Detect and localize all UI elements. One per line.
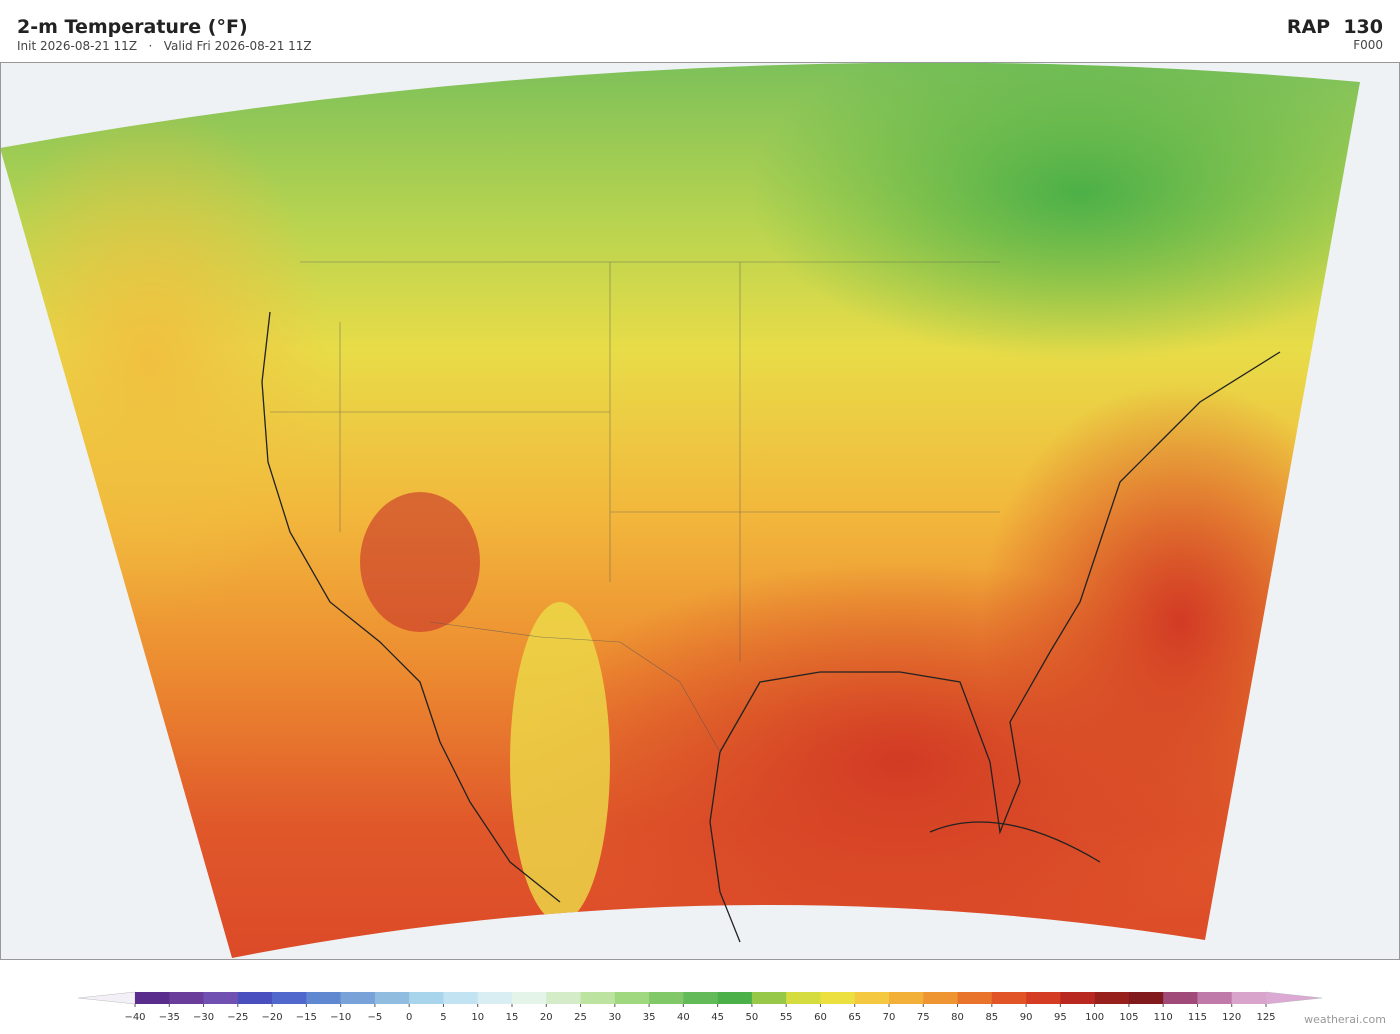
colorbar-tick-label: 30 — [608, 1012, 621, 1023]
colorbar-tick-label: −40 — [124, 1012, 145, 1023]
colorbar-swatch — [1060, 992, 1095, 1004]
colorbar-tick-label: −15 — [296, 1012, 317, 1023]
colorbar-tick-label: 95 — [1054, 1012, 1067, 1023]
colorbar-tick-label: 35 — [643, 1012, 656, 1023]
colorbar-tick-label: −35 — [159, 1012, 180, 1023]
colorbar-tick-label: 115 — [1188, 1012, 1207, 1023]
colorbar-swatch — [203, 992, 239, 1004]
colorbar-tick-label: 40 — [677, 1012, 690, 1023]
colorbar-swatch — [923, 992, 958, 1004]
colorbar-tick-label: −30 — [193, 1012, 214, 1023]
title: 2-m Temperature (°F) — [17, 16, 248, 38]
colorbar-tick-label: 50 — [746, 1012, 759, 1023]
colorbar-swatch — [649, 992, 684, 1004]
colorbar-over — [1265, 991, 1323, 1005]
colorbar-tick-label: 80 — [951, 1012, 964, 1023]
colorbar-tick-label: 60 — [814, 1012, 827, 1023]
colorbar: −40 −35 −30 −25 −20 −15 −10 −5 0 5 10 15 20 25 30 35 40 4… — [77, 991, 1323, 1023]
colorbar-tick-label: −25 — [227, 1012, 248, 1023]
colorbar-swatch — [786, 992, 821, 1004]
colorbar-tick-label: 15 — [506, 1012, 519, 1023]
colorbar-swatch — [443, 992, 479, 1004]
colorbar-tick-label: 120 — [1222, 1012, 1241, 1023]
colorbar-swatch — [1231, 992, 1267, 1004]
colorbar-swatch — [820, 992, 856, 1004]
colorbar-swatch — [306, 992, 341, 1004]
colorbar-swatch — [854, 992, 890, 1004]
subtitle: Init 2026-08-21 11Z · Valid Fri 2026-08-… — [17, 39, 312, 53]
forecast-hour: F000 — [1353, 38, 1383, 52]
colorbar-swatch — [683, 992, 718, 1004]
colorbar-swatch — [580, 992, 616, 1004]
colorbar-swatch — [751, 992, 787, 1004]
colorbar-tick-label: −10 — [330, 1012, 351, 1023]
colorbar-swatch — [1094, 992, 1130, 1004]
colorbar-tick-label: −5 — [368, 1012, 383, 1023]
colorbar-tick-label: 100 — [1085, 1012, 1104, 1023]
colorbar-swatch — [546, 992, 581, 1004]
temperature-field — [0, 62, 1360, 959]
colorbar-tick-label: 55 — [780, 1012, 793, 1023]
colorbar-swatch — [169, 992, 204, 1004]
colorbar-swatch — [717, 992, 753, 1004]
colorbar-tick-label: 20 — [540, 1012, 553, 1023]
colorbar-under — [77, 991, 136, 1005]
colorbar-swatch — [1163, 992, 1198, 1004]
colorbar-swatch — [889, 992, 924, 1004]
colorbar-tick-label: 105 — [1119, 1012, 1138, 1023]
colorbar-swatch — [374, 992, 410, 1004]
colorbar-swatch — [340, 992, 376, 1004]
map — [0, 62, 1400, 960]
colorbar-tick-label: 70 — [883, 1012, 896, 1023]
colorbar-swatch — [237, 992, 273, 1004]
borders — [270, 261, 1000, 753]
colorbar-tick-label: 90 — [1020, 1012, 1033, 1023]
colorbar-tick-label: 45 — [711, 1012, 724, 1023]
colorbar-swatch — [991, 992, 1027, 1004]
colorbar-swatch — [477, 992, 513, 1004]
colorbar-tick-label: 125 — [1256, 1012, 1275, 1023]
colorbar-tick-label: 85 — [985, 1012, 998, 1023]
coastlines — [261, 311, 1281, 943]
colorbar-tick-label: −20 — [262, 1012, 283, 1023]
colorbar-swatch — [512, 992, 547, 1004]
colorbar-swatch — [409, 992, 444, 1004]
colorbar-tick-label: 0 — [406, 1012, 412, 1023]
colorbar-swatch — [1128, 992, 1164, 1004]
colorbar-tick-label: 10 — [471, 1012, 484, 1023]
colorbar-swatch — [1026, 992, 1061, 1004]
colorbar-tick-label: 65 — [848, 1012, 861, 1023]
colorbar-tick-label: 25 — [574, 1012, 587, 1023]
watermark: weatherai.com — [1304, 1013, 1386, 1026]
colorbar-swatch — [272, 992, 307, 1004]
colorbar-swatch — [1197, 992, 1233, 1004]
colorbar-tick-label: 75 — [917, 1012, 930, 1023]
colorbar-swatch — [135, 992, 170, 1004]
colorbar-tick-label: 5 — [440, 1012, 446, 1023]
model-label: RAP 130 — [1286, 16, 1383, 38]
colorbar-swatch — [614, 992, 650, 1004]
colorbar-tick-label: 110 — [1154, 1012, 1173, 1023]
colorbar-swatch — [957, 992, 993, 1004]
